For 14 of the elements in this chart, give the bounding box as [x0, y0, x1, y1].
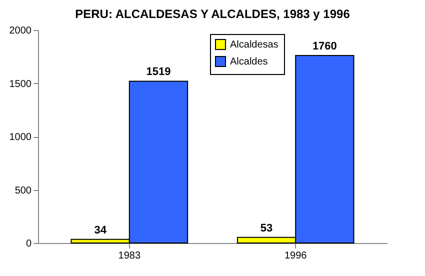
- y-tick-label: 1500: [9, 78, 32, 90]
- legend-label: Alcaldesas: [230, 40, 278, 50]
- data-label: 53: [260, 222, 273, 234]
- data-label: 1519: [146, 66, 171, 78]
- x-tick-label: 1996: [284, 250, 308, 262]
- data-label: 1760: [312, 40, 337, 53]
- chart-title: PERU: ALCALDESAS Y ALCALDES, 1983 y 1996: [75, 7, 350, 21]
- y-tick-label: 500: [14, 185, 32, 196]
- y-tick-label: 1000: [9, 132, 32, 143]
- legend-label: Alcaldes: [230, 56, 268, 68]
- data-label: 34: [94, 224, 108, 236]
- y-tick-label: 0: [26, 238, 32, 250]
- y-tick-label: 2000: [9, 26, 32, 36]
- x-tick-label: 1983: [118, 250, 141, 262]
